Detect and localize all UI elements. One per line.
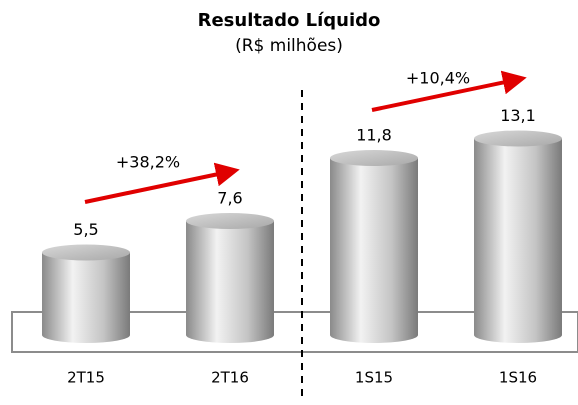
cylinder-body bbox=[474, 138, 562, 343]
cylinder-top bbox=[186, 213, 274, 229]
bars bbox=[42, 130, 562, 343]
cylinder-top bbox=[474, 130, 562, 147]
bar bbox=[474, 130, 562, 343]
cylinder-body bbox=[186, 221, 274, 343]
annotation: +10,4% bbox=[406, 69, 470, 88]
chart-subtitle: (R$ milhões) bbox=[235, 36, 343, 56]
x-tick-label: 1S16 bbox=[499, 369, 537, 387]
bar bbox=[330, 150, 418, 343]
value-label: 13,1 bbox=[500, 106, 536, 125]
cylinder-body bbox=[42, 252, 130, 343]
bar bbox=[186, 213, 274, 343]
arrow bbox=[84, 162, 240, 204]
bar bbox=[42, 244, 130, 343]
cylinder-top bbox=[330, 150, 418, 166]
cylinder-top bbox=[42, 244, 130, 261]
value-label: 11,8 bbox=[356, 126, 392, 145]
x-tick-label: 2T16 bbox=[211, 369, 249, 387]
annotation: +38,2% bbox=[116, 153, 180, 172]
chart-title: Resultado Líquido bbox=[198, 10, 381, 31]
value-label: 7,6 bbox=[217, 189, 242, 208]
x-tick-label: 1S15 bbox=[355, 369, 393, 387]
value-label: 5,5 bbox=[73, 220, 98, 239]
arrow bbox=[371, 70, 527, 112]
cylinder-body bbox=[330, 158, 418, 343]
x-tick-label: 2T15 bbox=[67, 369, 105, 387]
